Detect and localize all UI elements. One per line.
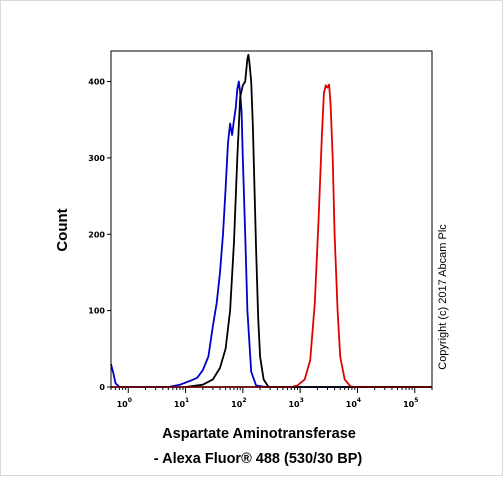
copyright-text: Copyright (c) 2017 Abcam Plc [437, 224, 449, 370]
y-tick-label: 300 [88, 154, 105, 163]
plot-area-border [110, 50, 433, 388]
x-axis-title-line1: Aspartate Aminotransferase [162, 426, 356, 442]
x-tick-label: 100 [117, 397, 132, 409]
x-tick-label: 105 [403, 397, 418, 409]
y-tick-label: 200 [88, 230, 105, 239]
y-tick-label: 400 [88, 78, 105, 87]
x-axis-title-line2: - Alexa Fluor® 488 (530/30 BP) [154, 451, 363, 467]
tick-labels: 0 100 200 300 400 100 101 102 103 104 105 [88, 78, 418, 409]
y-tick-label: 100 [88, 307, 105, 316]
x-tick-label: 104 [346, 397, 361, 409]
x-tick-label: 102 [231, 397, 246, 409]
y-axis-title: Count [54, 208, 71, 251]
x-tick-label: 101 [174, 397, 189, 409]
histogram-line-2 [185, 53, 432, 388]
axis-ticks [107, 81, 433, 393]
y-tick-label: 0 [99, 383, 105, 392]
histogram-line-1 [110, 80, 432, 388]
x-tick-label: 103 [288, 397, 303, 409]
histogram-line-3 [111, 83, 432, 388]
histogram-series [110, 53, 432, 388]
